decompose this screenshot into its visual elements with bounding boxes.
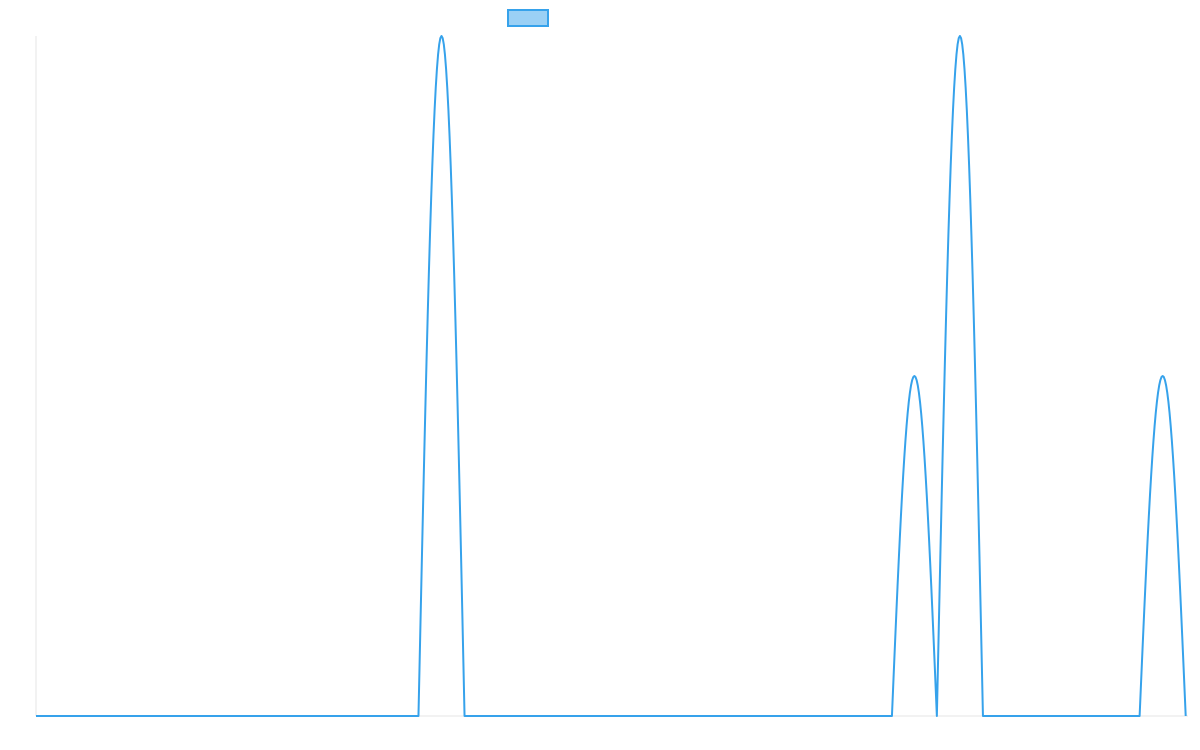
legend-swatch[interactable] [507,9,549,27]
legend[interactable] [507,9,549,27]
axes [35,36,1188,717]
series-group [36,35,1187,717]
legend-item[interactable] [507,9,549,27]
series-line-0[interactable] [36,35,1187,717]
